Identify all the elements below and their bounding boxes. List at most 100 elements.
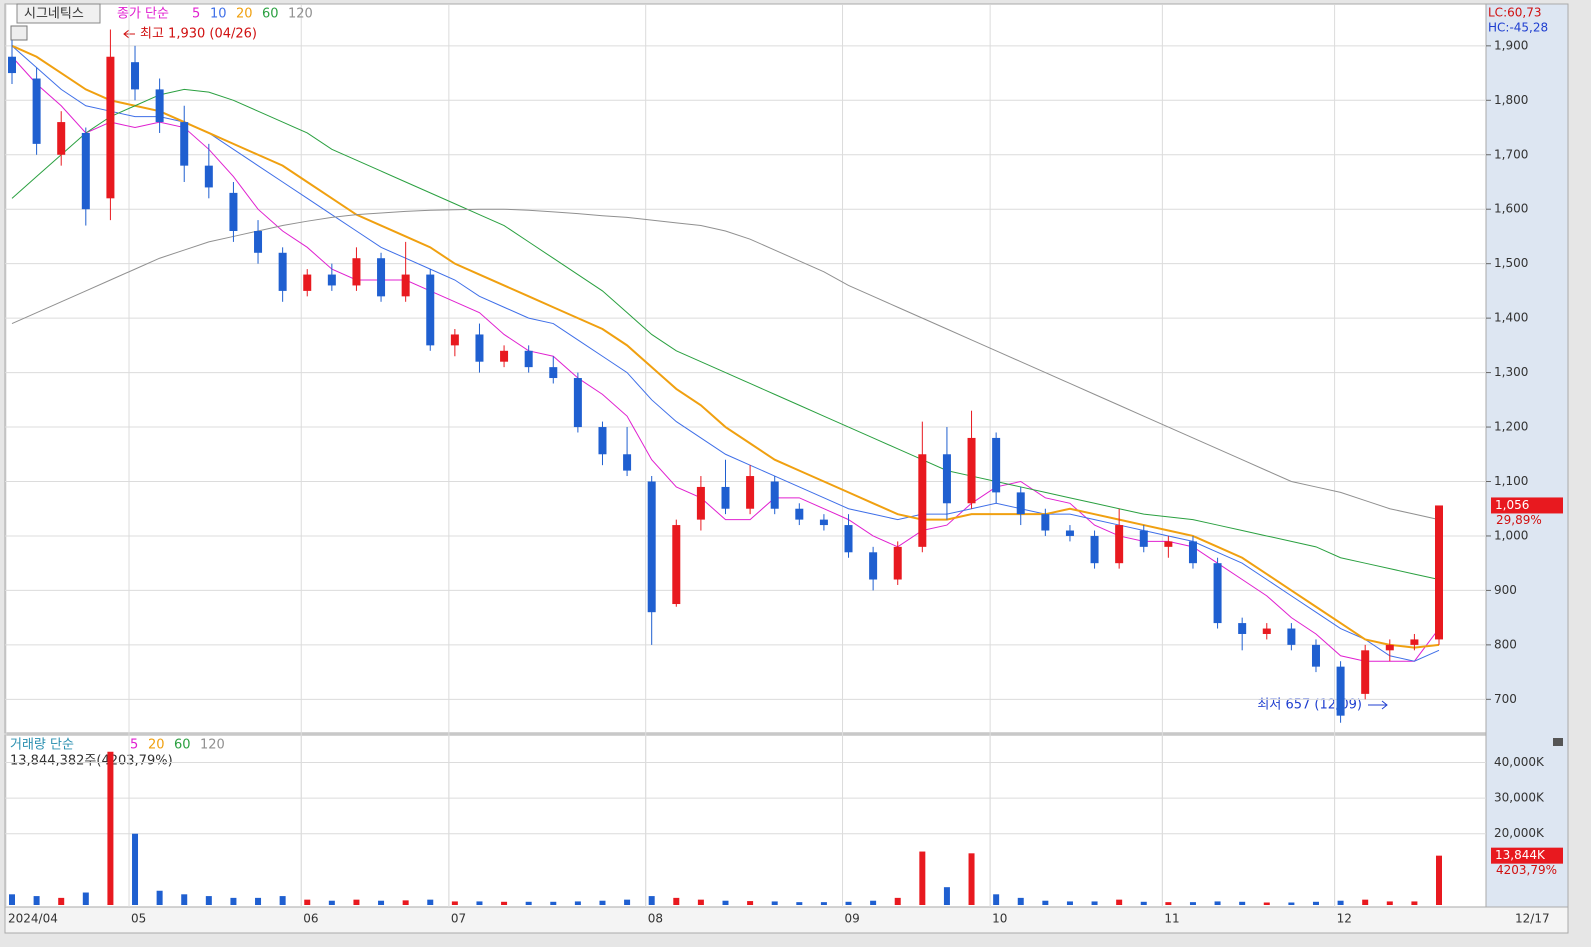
volume-bar xyxy=(943,887,950,905)
ma-line xyxy=(11,56,1440,662)
y-tick-label: 1,900 xyxy=(1494,38,1528,52)
volume-bar xyxy=(673,897,680,905)
x-tick-label: 11 xyxy=(1164,912,1179,926)
x-end-label: 12/17 xyxy=(1515,912,1550,926)
volume-bar xyxy=(1436,855,1442,905)
volume-bar xyxy=(968,853,975,905)
legend-entry: 120 xyxy=(288,7,313,22)
volume-bar xyxy=(993,894,1000,905)
price-tag-label: 1,056 xyxy=(1495,498,1529,512)
y-tick-label: 1,400 xyxy=(1494,311,1528,325)
volume-bar xyxy=(1140,901,1147,905)
volume-bar xyxy=(648,896,655,905)
volume-bar xyxy=(1312,901,1319,905)
price-panel xyxy=(4,3,1487,734)
candle-body xyxy=(721,486,730,509)
candle-body xyxy=(770,481,779,509)
candle-body xyxy=(1311,644,1320,667)
candle-body xyxy=(819,519,828,526)
ma-line xyxy=(11,208,1440,521)
volume-bar xyxy=(9,894,15,905)
candle-body xyxy=(1090,535,1099,564)
hc-label: HC:-45,28 xyxy=(1488,21,1548,35)
volume-bar xyxy=(304,899,311,905)
candle-body xyxy=(992,437,1001,493)
candle-body xyxy=(524,350,533,368)
legend-entry: 10 xyxy=(210,7,227,22)
legend-entry: 5 xyxy=(130,738,138,753)
volume-bar xyxy=(599,900,606,905)
candle-body xyxy=(303,274,312,291)
volume-bar xyxy=(58,897,65,905)
candle-body xyxy=(254,230,263,253)
ma-line xyxy=(11,44,1440,649)
volume-bar xyxy=(1239,901,1246,905)
y-tick-label: 1,700 xyxy=(1494,147,1528,161)
volume-bar xyxy=(132,833,139,905)
volume-bar xyxy=(747,901,754,905)
candle-body xyxy=(1213,563,1222,624)
volume-bar xyxy=(1116,899,1123,905)
candle-body xyxy=(696,486,705,520)
volume-bar xyxy=(1411,901,1418,905)
ma-line xyxy=(11,88,1440,581)
x-tick-label: 07 xyxy=(451,912,466,926)
y-tick-label: 1,200 xyxy=(1494,420,1528,434)
legend-prefix: 종가 단순 xyxy=(117,7,169,22)
volume-bar xyxy=(796,902,803,905)
candle-body xyxy=(450,334,459,346)
candle-body xyxy=(278,252,287,291)
candle-body xyxy=(1139,530,1148,547)
volume-bar xyxy=(33,896,40,905)
volume-bar xyxy=(624,899,631,905)
volume-bar xyxy=(1091,901,1098,905)
candle-body xyxy=(475,334,484,362)
volume-tag-label: 13,844K xyxy=(1495,848,1546,862)
menu-icon[interactable] xyxy=(10,25,28,41)
candle-body xyxy=(32,78,41,144)
volume-bar xyxy=(820,902,827,905)
y-tick-label: 1,000 xyxy=(1494,528,1528,542)
volume-bar xyxy=(1165,902,1172,905)
candle-body xyxy=(869,552,878,580)
candle-body xyxy=(942,454,951,504)
volume-bar xyxy=(1337,900,1344,905)
volume-bar xyxy=(1214,901,1221,905)
candle-body xyxy=(1115,525,1124,564)
y-tick-label: 800 xyxy=(1494,637,1517,651)
volume-bar xyxy=(205,896,212,905)
volume-bar xyxy=(427,899,434,905)
candle-body xyxy=(426,274,435,346)
volume-bar xyxy=(722,900,729,905)
price-tag xyxy=(1491,497,1563,514)
legend-entry: 20 xyxy=(236,7,253,22)
candle-body xyxy=(623,454,632,471)
volume-bar xyxy=(1288,902,1295,905)
candle-body xyxy=(844,525,853,553)
volume-bar xyxy=(1042,900,1049,905)
y-tick-label: 20,000K xyxy=(1494,826,1545,840)
candle-body xyxy=(327,274,336,286)
volume-bar xyxy=(82,892,89,905)
volume-bar xyxy=(378,900,385,905)
right-axis xyxy=(1485,3,1569,908)
candle-body xyxy=(1287,628,1296,645)
volume-bar xyxy=(181,894,188,905)
candle-body xyxy=(377,258,386,297)
volume-bar xyxy=(525,901,532,905)
title: 시그네틱스 xyxy=(24,7,84,22)
title-box[interactable] xyxy=(16,3,101,24)
panel-button[interactable] xyxy=(1553,738,1563,746)
ratio-label: 4203,79% xyxy=(1496,863,1557,877)
x-tick-label: 09 xyxy=(845,912,860,926)
legend-entry: 60 xyxy=(262,7,279,22)
low-arrow xyxy=(1368,700,1388,710)
candle-body xyxy=(1385,644,1394,651)
candle-body xyxy=(8,56,16,74)
volume-bar xyxy=(1066,901,1073,905)
candle-body xyxy=(1361,650,1370,694)
volume-bar xyxy=(1386,901,1393,905)
y-tick-label: 700 xyxy=(1494,692,1517,706)
